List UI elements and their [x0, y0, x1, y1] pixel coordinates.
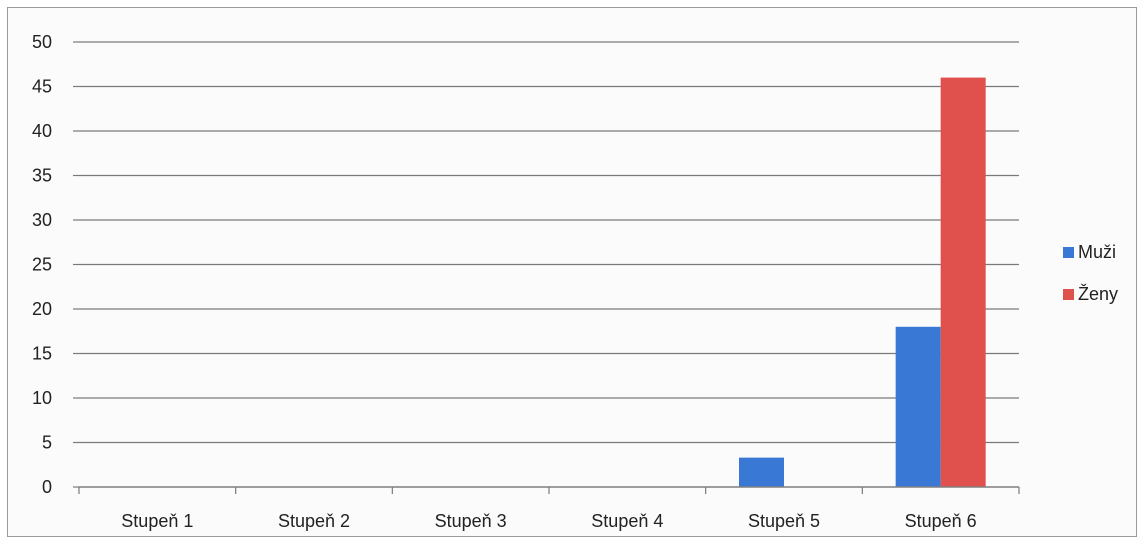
y-tick-label: 50: [32, 32, 52, 52]
x-tick-label: Stupeň 3: [435, 511, 507, 531]
x-tick-labels: Stupeň 1 Stupeň 2 Stupeň 3 Stupeň 4 Stupeň 5…: [121, 511, 976, 531]
y-tick-label: 10: [32, 388, 52, 408]
y-tick-label: 5: [42, 433, 52, 453]
x-tick-label: Stupeň 5: [748, 511, 820, 531]
x-tick-label: Stupeň 2: [278, 511, 350, 531]
y-tick-label: 25: [32, 255, 52, 275]
y-tick-label: 0: [42, 477, 52, 497]
x-tick-label: Stupeň 1: [121, 511, 193, 531]
gridlines: [73, 42, 1019, 494]
y-tick-label: 45: [32, 77, 52, 97]
y-tick-label: 20: [32, 299, 52, 319]
y-tick-label: 30: [32, 210, 52, 230]
x-tick-label: Stupeň 4: [591, 511, 663, 531]
bar-series-1: [739, 458, 784, 487]
bar-series-2: [941, 78, 986, 487]
y-tick-labels: 0 5 10 15 20 25 30 35 40 45 50: [32, 32, 52, 497]
x-tick-label: Stupeň 6: [905, 511, 977, 531]
legend-swatch: [1063, 289, 1074, 300]
legend-label: Muži: [1078, 242, 1116, 262]
legend-swatch: [1063, 247, 1074, 258]
y-tick-label: 40: [32, 121, 52, 141]
y-tick-label: 35: [32, 166, 52, 186]
bars: [739, 78, 986, 487]
legend: Muži Ženy: [1063, 242, 1118, 304]
legend-label: Ženy: [1078, 284, 1118, 304]
bar-series-1: [896, 327, 941, 487]
y-tick-label: 15: [32, 344, 52, 364]
